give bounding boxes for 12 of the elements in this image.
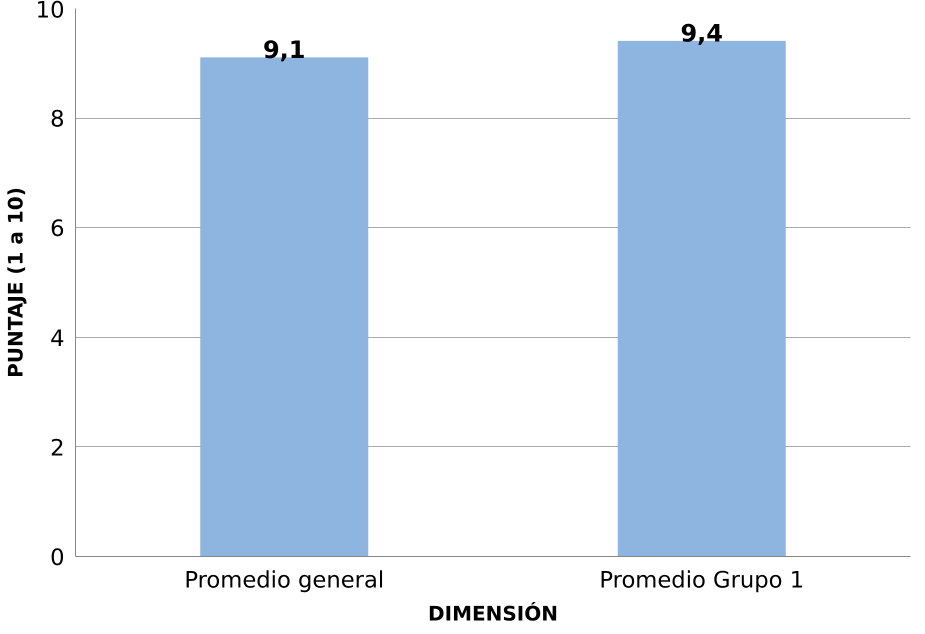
y-tick-label: 0 (50, 545, 65, 571)
x-tick-label: Promedio general (184, 568, 384, 594)
x-tick-label: Promedio Grupo 1 (599, 568, 804, 594)
x-axis-title: DIMENSIÓN (428, 602, 558, 626)
data-label: 9,4 (680, 19, 724, 48)
y-tick-label: 4 (50, 326, 65, 352)
y-tick-label: 2 (50, 435, 65, 462)
y-tick-label: 6 (50, 216, 65, 242)
y-tick-label: 8 (50, 106, 65, 133)
data-label: 9,1 (262, 36, 306, 64)
y-axis-title: PUNTAJE (1 a 10) (4, 187, 28, 378)
y-tick-label: 10 (36, 0, 65, 24)
